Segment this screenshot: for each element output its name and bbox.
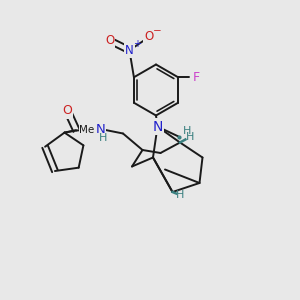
Text: −: − <box>153 26 162 36</box>
Text: N: N <box>96 122 105 136</box>
Text: N: N <box>125 44 134 57</box>
Text: +: + <box>133 39 141 49</box>
Text: H: H <box>183 126 192 136</box>
Text: F: F <box>193 71 200 84</box>
Text: H: H <box>186 131 195 142</box>
Text: H: H <box>99 133 108 143</box>
Text: O: O <box>63 104 72 118</box>
Text: H: H <box>176 190 184 200</box>
Text: O: O <box>105 34 115 47</box>
Text: O: O <box>144 30 154 43</box>
Text: Me: Me <box>79 125 94 135</box>
Text: N: N <box>152 120 163 134</box>
